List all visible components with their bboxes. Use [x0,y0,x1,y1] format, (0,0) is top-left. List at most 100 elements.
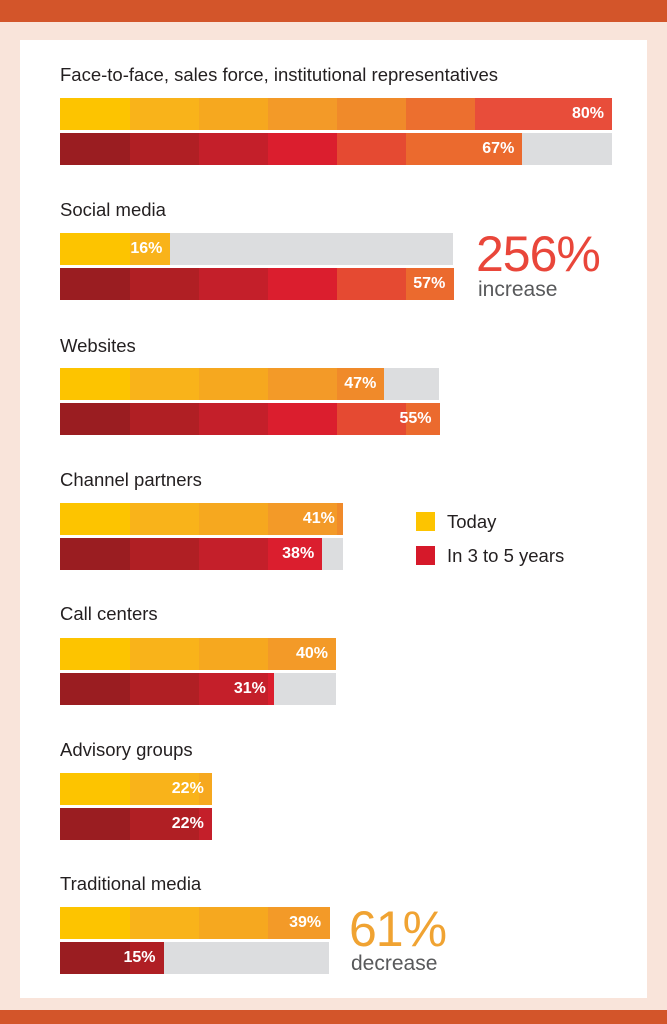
bar-today-face-to-face-sales-force-institutional-representatives-segment [130,98,199,130]
bar-future-social-media-segment [406,268,454,300]
bar-today-traditional-media-segment [268,907,330,939]
bar-future-channel-partners-value-label: 38% [282,545,315,562]
bar-today-channel-partners-segment [199,503,268,535]
bar-today-traditional-media-segment [60,907,130,939]
legend-swatch-today [416,512,435,531]
bar-future-call-centers-segment [60,673,130,705]
bar-today-traditional-media-segment [199,907,268,939]
bar-today-traditional-media-value-label: 39% [289,914,322,931]
bar-future-face-to-face-sales-force-institutional-representatives-segment [268,133,337,165]
bar-today-social-media-segment [130,233,171,265]
bar-today-face-to-face-sales-force-institutional-representatives-segment [337,98,406,130]
bar-today-channel-partners-segment [337,503,343,535]
bar-future-websites-segment [130,403,199,435]
bar-future-traditional-media-segment [60,942,130,974]
bar-today-websites-segment [60,368,130,400]
bar-future-advisory-groups-segment [60,808,130,840]
category-label-call-centers: Call centers [60,603,158,624]
bar-future-face-to-face-sales-force-institutional-representatives-segment [130,133,199,165]
legend-item-today: Today [416,511,496,533]
bar-today-social-media-segment [60,233,130,265]
bar-today-call-centers-segment [60,638,130,670]
bar-today-websites-remainder [384,368,440,400]
bar-future-face-to-face-sales-force-institutional-representatives-segment [475,133,523,165]
bar-today-face-to-face-sales-force-institutional-representatives-segment [406,98,475,130]
category-label-face-to-face-sales-force-institutional-representatives: Face-to-face, sales force, institutional… [60,64,499,85]
bar-future-websites-segment [406,403,440,435]
bar-today-face-to-face-sales-force-institutional-representatives-segment [475,98,612,130]
legend-label-in-3-to-5-years: In 3 to 5 years [447,545,565,566]
bar-today-social-media-value-label: 16% [130,240,163,257]
bar-today-advisory-groups-value-label: 22% [171,780,204,797]
bar-future-advisory-groups-segment [199,808,212,840]
bar-today-channel-partners-segment [60,503,130,535]
legend-label-today: Today [447,511,497,532]
bar-future-advisory-groups-value-label: 22% [171,815,204,832]
bar-today-websites-value-label: 47% [344,375,377,392]
category-label-social-media: Social media [60,199,166,220]
bar-today-advisory-groups-segment [199,773,212,805]
bar-future-face-to-face-sales-force-institutional-representatives-remainder [522,133,612,165]
bar-today-face-to-face-sales-force-institutional-representatives-segment [60,98,130,130]
bar-future-websites-segment [337,403,406,435]
bottom-accent-band [0,1010,667,1024]
bar-today-channel-partners-segment [268,503,337,535]
callout-decrease-label: decrease [351,952,438,975]
bar-future-channel-partners-segment [60,538,130,570]
bar-today-websites-segment [199,368,268,400]
bar-today-face-to-face-sales-force-institutional-representatives-segment [268,98,337,130]
bar-today-face-to-face-sales-force-institutional-representatives-value-label: 80% [571,105,604,122]
bar-today-channel-partners-segment [130,503,199,535]
bar-future-social-media-value-label: 57% [413,275,446,292]
bar-future-channel-partners-segment [268,538,323,570]
bar-future-call-centers-value-label: 31% [233,680,266,697]
bar-today-call-centers-segment [130,638,199,670]
bar-today-websites-segment [268,368,337,400]
bar-future-face-to-face-sales-force-institutional-representatives-segment [199,133,268,165]
bar-today-face-to-face-sales-force-institutional-representatives-segment [199,98,268,130]
bar-future-face-to-face-sales-force-institutional-representatives-segment [337,133,406,165]
bar-future-call-centers-segment [130,673,199,705]
top-accent-band [0,0,667,22]
bar-future-social-media-segment [268,268,337,300]
bar-today-call-centers-value-label: 40% [295,645,328,662]
bar-today-channel-partners-value-label: 41% [302,510,335,527]
bar-future-call-centers-remainder [273,673,336,705]
callout-increase-label: increase [478,278,558,301]
bar-today-websites-segment [130,368,199,400]
bar-future-websites-segment [268,403,337,435]
bar-future-websites-segment [199,403,268,435]
bar-future-channel-partners-segment [199,538,268,570]
bar-future-channel-partners-segment [130,538,199,570]
bar-today-advisory-groups-segment [60,773,130,805]
callout-increase-value: 256% [476,226,601,282]
bar-future-traditional-media-remainder [163,942,330,974]
bar-future-traditional-media-segment [130,942,164,974]
legend-swatch-in-3-to-5-years [416,546,435,565]
callout-decrease-value: 61% [349,901,447,957]
bar-future-social-media-segment [130,268,199,300]
bar-future-social-media-segment [60,268,130,300]
bar-future-social-media-segment [199,268,268,300]
bar-future-channel-partners-remainder [322,538,343,570]
category-label-advisory-groups: Advisory groups [60,739,193,760]
bar-today-call-centers-segment [268,638,336,670]
category-label-channel-partners: Channel partners [60,469,202,490]
bar-future-social-media-segment [337,268,406,300]
bar-today-call-centers-segment [199,638,268,670]
bar-future-face-to-face-sales-force-institutional-representatives-value-label: 67% [482,140,515,157]
bar-future-websites-value-label: 55% [399,410,432,427]
bar-today-traditional-media-segment [130,907,199,939]
legend-item-in-3-to-5-years: In 3 to 5 years [416,545,564,567]
category-label-traditional-media: Traditional media [60,873,202,894]
bar-future-face-to-face-sales-force-institutional-representatives-segment [60,133,130,165]
bar-future-advisory-groups-segment [130,808,199,840]
category-label-websites: Websites [60,335,136,356]
bar-today-advisory-groups-segment [130,773,199,805]
bar-today-social-media-remainder [170,233,454,265]
bar-future-call-centers-segment [268,673,274,705]
bar-future-websites-segment [60,403,130,435]
bar-today-websites-segment [337,368,385,400]
bar-future-traditional-media-value-label: 15% [123,949,156,966]
